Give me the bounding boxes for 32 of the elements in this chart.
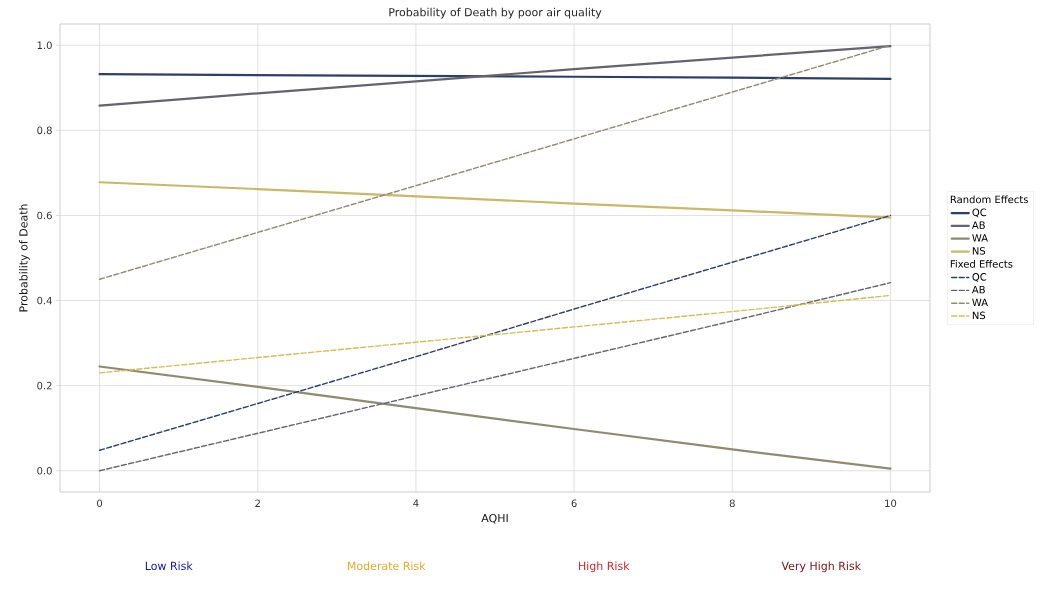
legend-label: AB xyxy=(971,221,985,229)
line-series xyxy=(98,365,892,470)
y-tick-label: 1.0 xyxy=(37,41,52,50)
line-series xyxy=(98,45,892,107)
legend-label: WA xyxy=(972,298,988,307)
legend-label: NS xyxy=(972,247,986,255)
text: Moderate Risk xyxy=(348,561,426,571)
x-tick-label: 4 xyxy=(413,499,419,507)
legend-label: NS xyxy=(972,311,986,320)
x-tick-label: 6 xyxy=(571,499,577,508)
text: Very High Risk xyxy=(781,561,861,573)
text: Fixed Effects xyxy=(950,259,1013,268)
y-tick-label: 0.2 xyxy=(37,381,52,390)
x-axis-title: AQHI xyxy=(481,513,508,524)
text: Random Effects xyxy=(950,195,1028,204)
x-tick-label: 8 xyxy=(729,499,735,508)
x-tick-label: 10 xyxy=(885,499,897,508)
legend-label: AB xyxy=(971,286,985,294)
y-tick-label: 0.6 xyxy=(37,211,52,220)
text: Low Risk xyxy=(145,561,193,571)
y-axis-title: Probability of Death xyxy=(19,204,30,312)
legend-label: WA xyxy=(972,234,988,242)
x-tick-label: 0 xyxy=(97,499,103,508)
y-tick-label: 0.8 xyxy=(37,126,52,135)
y-tick-label: 0.4 xyxy=(37,296,52,305)
text: High Risk xyxy=(579,561,630,573)
x-tick-label: 2 xyxy=(255,499,260,507)
legend-label: QC xyxy=(972,208,987,218)
y-tick-label: 0.0 xyxy=(37,466,52,475)
chart-title: Probability of Death by poor air quality xyxy=(389,7,602,19)
legend-label: QC xyxy=(972,273,987,282)
line-series xyxy=(98,214,892,451)
